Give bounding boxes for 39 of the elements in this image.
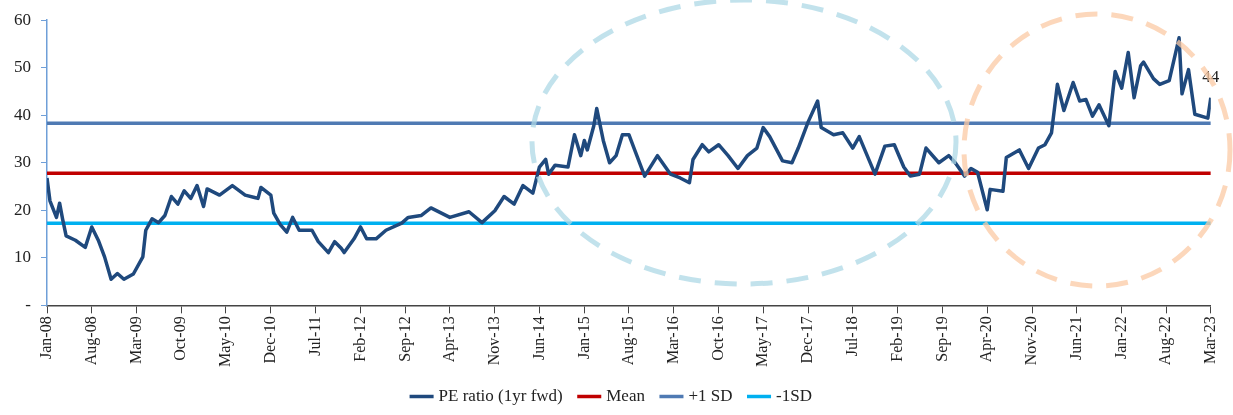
- x-tick-label: Jan-22: [1111, 316, 1129, 359]
- legend-label: -1SD: [776, 385, 812, 405]
- x-tick-label: Jun-14: [529, 316, 547, 360]
- legend-label: PE ratio (1yr fwd): [438, 385, 563, 405]
- x-tick-label: Apr-13: [440, 316, 459, 363]
- x-tick-label: Jul-11: [305, 316, 323, 356]
- y-tick-label: -: [25, 294, 32, 314]
- x-tick-label: Sep-12: [395, 316, 414, 362]
- x-tick-label: Dec-17: [798, 316, 816, 364]
- x-tick-label: Aug-15: [619, 316, 638, 366]
- annotation: 44: [1202, 66, 1220, 86]
- y-tick-label: 50: [14, 57, 31, 77]
- legend-label: +1 SD: [688, 385, 733, 405]
- x-tick-label: Mar-16: [663, 316, 681, 365]
- x-tick-label: Jan-15: [574, 316, 592, 359]
- x-tick-label: Aug-22: [1156, 316, 1175, 366]
- x-tick-label: May-10: [216, 316, 235, 367]
- x-tick-label: May-17: [753, 316, 772, 367]
- x-tick-label: Jan-08: [37, 316, 55, 359]
- y-tick-label: 20: [14, 199, 31, 219]
- x-tick-label: Mar-09: [126, 316, 144, 365]
- x-tick-label: Mar-23: [1201, 316, 1218, 365]
- x-tick-label: Feb-19: [888, 316, 906, 362]
- x-tick-label: Oct-09: [171, 316, 189, 361]
- y-tick-label: 10: [14, 247, 31, 267]
- x-tick-label: Apr-20: [977, 316, 996, 363]
- x-tick-label: Jul-18: [842, 316, 860, 357]
- x-tick-label: Jun-21: [1066, 316, 1084, 360]
- x-tick-label: Nov-13: [485, 316, 503, 366]
- x-tick-label: Sep-19: [932, 316, 951, 362]
- legend-label: Mean: [606, 385, 646, 405]
- x-tick-label: Dec-10: [261, 316, 279, 364]
- x-tick-label: Feb-12: [350, 316, 368, 362]
- x-tick-label: Aug-08: [81, 316, 100, 366]
- x-tick-label: Nov-20: [1022, 316, 1040, 366]
- x-tick-label: Oct-16: [708, 316, 726, 361]
- y-tick-label: 60: [14, 9, 31, 29]
- y-tick-label: 30: [14, 152, 31, 172]
- y-tick-label: 40: [14, 104, 31, 124]
